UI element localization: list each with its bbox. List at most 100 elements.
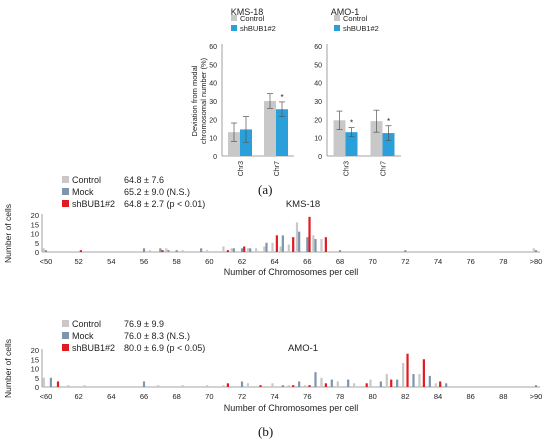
x-axis-label: Number of Chromosomes per cell xyxy=(224,403,359,413)
x-tick-label: 70 xyxy=(368,257,376,266)
x-tick-label: 58 xyxy=(172,257,180,266)
chart-title: AMO-1 xyxy=(331,7,360,17)
bar-control xyxy=(279,246,282,252)
bar-mock xyxy=(445,383,448,387)
y-tick-label: 10 xyxy=(314,136,322,143)
legend-stat: 64.8 ± 7.6 xyxy=(124,175,164,185)
bar-control xyxy=(263,246,266,252)
bar-shbub12 xyxy=(324,383,327,387)
bar-control xyxy=(353,383,356,387)
bar-control xyxy=(312,235,315,252)
y-axis-label-line2: chromosomal number (%) xyxy=(199,57,208,144)
x-tick-label: 68 xyxy=(172,392,180,401)
y-tick-label: 60 xyxy=(314,44,322,51)
y-tick-label: 50 xyxy=(209,62,217,69)
bar-control xyxy=(532,248,535,252)
legend-stat: 76.0 ± 8.3 (N.S.) xyxy=(124,331,190,341)
y-axis-label: Number of cells xyxy=(3,204,13,263)
x-tick-label: 72 xyxy=(401,257,409,266)
x-tick-label: 52 xyxy=(74,257,82,266)
bar-shbub12 xyxy=(308,385,311,387)
y-tick-label: 20 xyxy=(209,117,217,124)
chart-amo1-histogram: AMO-1 Control 76.9 ± 9.9 Mock 76.0 ± 8.3 (N.… xyxy=(3,319,542,413)
bar-control-chr7 xyxy=(370,121,383,156)
y-tick-label: 60 xyxy=(209,44,217,51)
legend-swatch-control xyxy=(62,176,69,183)
bar-mock xyxy=(49,377,52,387)
y-tick-label: 10 xyxy=(31,365,39,374)
bar-mock xyxy=(159,248,162,252)
bar-control xyxy=(222,385,225,387)
y-tick-label: 10 xyxy=(31,230,39,239)
legend-label: Mock xyxy=(72,187,94,197)
x-tick-label: Chr3 xyxy=(344,161,351,176)
legend-stat: 65.2 ± 9.0 (N.S.) xyxy=(124,187,190,197)
bar-mock xyxy=(167,250,170,252)
bar-mock xyxy=(281,235,284,252)
bar-shbub12 xyxy=(439,381,442,387)
x-tick-label: 78 xyxy=(336,392,344,401)
bar-control xyxy=(206,385,209,387)
bar-control xyxy=(287,385,290,387)
x-tick-label: 66 xyxy=(140,392,148,401)
x-tick-label: Chr7 xyxy=(274,161,281,176)
x-tick-label: 62 xyxy=(74,392,82,401)
legend-swatch-mock xyxy=(62,332,69,339)
legend-label: Control xyxy=(72,175,101,185)
bar-shbub12 xyxy=(56,381,60,387)
legend-stat: 80.0 ± 6.9 (p < 0.05) xyxy=(124,343,205,353)
bar-mock xyxy=(240,248,244,252)
x-tick-label: Chr7 xyxy=(381,161,388,176)
bar-mock xyxy=(298,231,301,252)
bar-shbub12 xyxy=(324,237,327,252)
y-tick-label: 30 xyxy=(314,99,322,106)
x-axis-label: Number of Chromosomes per cell xyxy=(224,267,359,277)
y-tick-label: 20 xyxy=(31,211,39,220)
bar-mock xyxy=(314,239,317,252)
y-tick-label: 5 xyxy=(35,374,39,383)
bar-control xyxy=(336,381,339,387)
x-tick-label: 86 xyxy=(466,392,474,401)
bar-shbub12 xyxy=(308,216,311,252)
bar-control xyxy=(181,250,184,252)
x-tick-label: 70 xyxy=(205,392,213,401)
bar-mock xyxy=(379,381,382,387)
legend-label: shBUB1#2 xyxy=(240,24,276,33)
legend-swatch-shbub12 xyxy=(231,25,237,31)
x-tick-label: Chr3 xyxy=(238,161,245,176)
bar-mock xyxy=(338,250,342,252)
bar-mock xyxy=(330,379,333,387)
x-tick-label: 56 xyxy=(140,257,148,266)
bar-shbub12-chr7 xyxy=(382,133,395,156)
x-tick-label: 76 xyxy=(303,392,311,401)
bar-mock xyxy=(534,385,538,387)
bar-shbub12-chr7 xyxy=(276,109,288,156)
bar-control xyxy=(255,248,258,252)
legend-label: shBUB1#2 xyxy=(72,343,115,353)
bar-control xyxy=(42,377,45,387)
bar-control xyxy=(320,377,323,387)
bar-control xyxy=(434,383,437,387)
x-tick-label: 64 xyxy=(107,392,115,401)
bar-control xyxy=(418,374,421,387)
bar-mock xyxy=(44,250,48,252)
bar-control xyxy=(165,248,168,252)
bar-shbub12-chr3 xyxy=(240,129,252,156)
bar-shbub12 xyxy=(292,237,295,252)
bar-mock xyxy=(240,381,244,387)
legend-swatch-shbub12 xyxy=(334,25,340,31)
x-tick-label: 72 xyxy=(238,392,246,401)
panel-label-a: (a) xyxy=(258,182,273,197)
legend-swatch-control xyxy=(62,320,69,327)
bar-control xyxy=(181,385,184,387)
y-tick-label: 30 xyxy=(209,99,217,106)
legend-label: Control xyxy=(343,14,368,23)
legend-label: Mock xyxy=(72,331,94,341)
bar-mock xyxy=(265,242,268,252)
bar-mock xyxy=(404,250,407,252)
bar-mock xyxy=(175,250,178,252)
y-axis-label: Deviation from modalchromosomal number (… xyxy=(190,57,208,144)
bar-control xyxy=(402,362,405,387)
x-tick-label: 60 xyxy=(205,257,213,266)
bar-control xyxy=(222,246,225,252)
